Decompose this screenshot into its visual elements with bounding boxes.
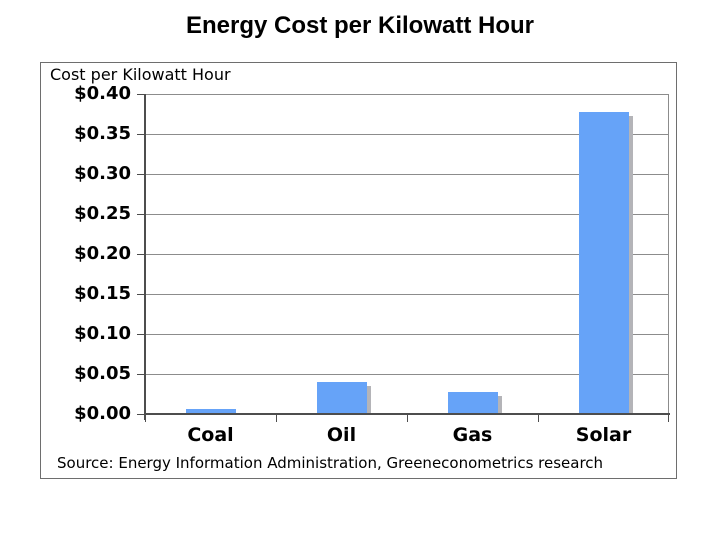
gridline [145,214,669,215]
x-axis-tick [407,415,408,422]
y-tick-label: $0.00 [74,403,131,424]
y-axis-tick [137,254,144,255]
x-axis-tick [145,415,146,422]
gridline [145,174,669,175]
x-axis-tick [276,415,277,422]
x-axis-tick [538,415,539,422]
y-tick-label: $0.15 [74,283,131,304]
y-tick-label: $0.35 [74,123,131,144]
y-tick-label: $0.05 [74,363,131,384]
gridline [145,134,669,135]
y-axis-tick [137,414,144,415]
x-category-label-solar: Solar [575,424,632,446]
chart-box: Cost per Kilowatt Hour $0.40 $0.35 $0.30 $0… [40,62,677,479]
x-category-label-coal: Coal [187,424,234,446]
x-axis-line [144,413,670,415]
y-axis-tick [137,374,144,375]
bar-oil [316,382,367,414]
plot-right-border [668,94,669,422]
plot-area: $0.40 $0.35 $0.30 $0.25 $0.20 $0.15 $0.10 $0.05… [74,83,670,446]
y-axis-line [144,94,146,420]
x-axis-tick [668,415,669,422]
bar-coal [185,409,236,414]
bar-shadow-gas [497,396,502,414]
x-category-label-gas: Gas [452,424,493,446]
y-tick-label: $0.40 [74,83,131,104]
y-tick-label: $0.10 [74,323,131,344]
gridline [145,294,669,295]
y-tick-label: $0.25 [74,203,131,224]
y-axis-tick [137,174,144,175]
x-category-label-oil: Oil [326,424,357,446]
chart-title: Energy Cost per Kilowatt Hour [185,12,535,39]
bar-shadow-oil [366,386,371,414]
y-tick-label: $0.20 [74,243,131,264]
gridline [145,374,669,375]
y-axis-tick [137,134,144,135]
source-caption: Source: Energy Information Administratio… [57,454,604,472]
gridline [145,334,669,335]
y-axis-tick [137,94,144,95]
gridline [145,254,669,255]
plot-clip-layer [145,94,669,414]
bar-shadow-solar [628,115,633,414]
y-axis-title: Cost per Kilowatt Hour [50,65,231,84]
bar-gas [447,392,498,414]
y-tick-label: $0.30 [74,163,131,184]
y-axis-tick [137,214,144,215]
y-axis-tick [137,334,144,335]
gridline [145,94,669,95]
y-axis-tick [137,294,144,295]
bar-solar [578,111,629,414]
